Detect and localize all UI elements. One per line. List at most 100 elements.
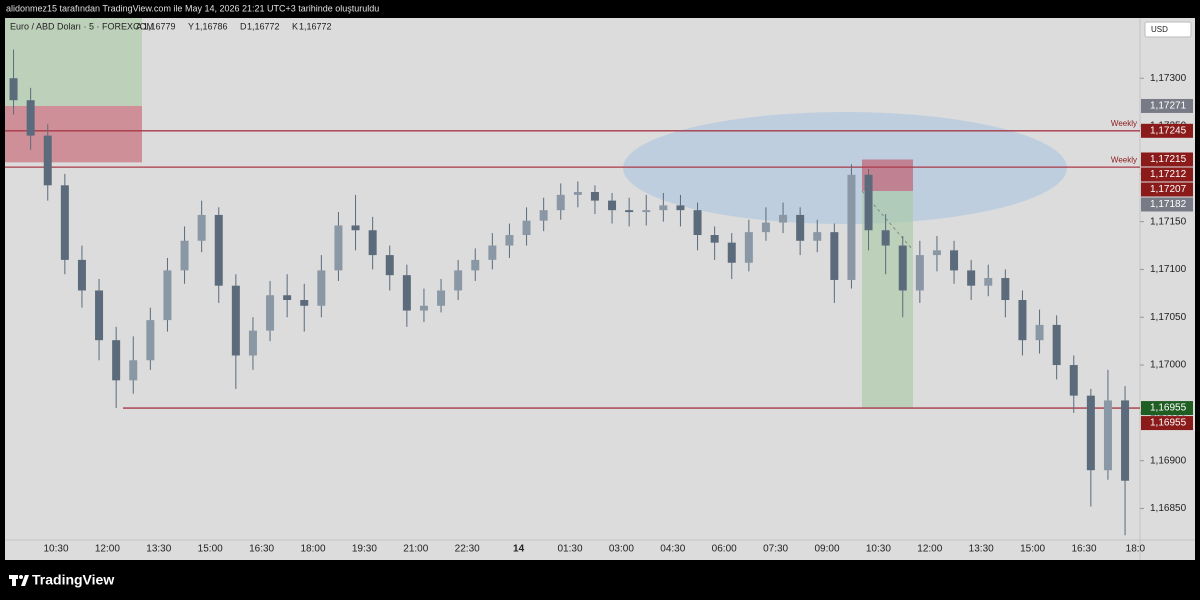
candle-body <box>1086 395 1095 471</box>
candle-body <box>779 214 788 223</box>
price-label-bg <box>1141 98 1193 113</box>
x-tick-label: 15:00 <box>198 544 223 555</box>
candle-body <box>847 174 856 280</box>
price-label: 1,16955 <box>1150 403 1187 414</box>
candle-body <box>505 235 514 246</box>
x-tick-label: 13:30 <box>146 544 171 555</box>
candle-body <box>813 232 822 241</box>
ohlc-key: D <box>240 21 247 31</box>
candle-body <box>197 214 206 241</box>
y-tick-label: 1,16850 <box>1150 503 1187 514</box>
caption: alidonmez15 tarafından TradingView.com i… <box>6 3 379 13</box>
level-label: Weekly <box>1111 155 1137 164</box>
x-tick-label: 18:00 <box>300 544 325 555</box>
candle-body <box>676 205 685 211</box>
candle-body <box>488 245 497 260</box>
candle-body <box>522 220 531 236</box>
level-label: Weekly <box>1111 119 1137 128</box>
candle-body <box>864 174 873 231</box>
price-label-bg <box>1141 197 1193 212</box>
price-label-bg <box>1141 123 1193 138</box>
x-tick-label: 07:30 <box>763 544 788 555</box>
price-label: 1,17207 <box>1150 184 1187 195</box>
chart-area <box>5 18 1195 560</box>
symbol-title: Euro / ABD Doları · 5 · FOREXCOM <box>10 21 154 31</box>
candle-body <box>539 210 548 221</box>
y-tick-label: 1,17050 <box>1150 312 1187 323</box>
candle-body <box>231 285 240 356</box>
zone-red <box>5 105 142 163</box>
x-tick-label: 04:30 <box>660 544 685 555</box>
ohlc-value: 1,16779 <box>143 21 176 31</box>
candle-body <box>556 194 565 211</box>
candle-body <box>984 278 993 286</box>
currency-box[interactable] <box>1144 21 1192 38</box>
candle-body <box>283 295 292 301</box>
candle-body <box>1001 278 1010 301</box>
candle-body <box>351 225 360 231</box>
x-tick-label: 03:00 <box>609 544 634 555</box>
x-tick-label: 12:00 <box>917 544 942 555</box>
candle-body <box>26 100 35 136</box>
ohlc-value: 1,16786 <box>195 21 228 31</box>
candle-body <box>1035 324 1044 341</box>
candle-body <box>950 250 959 271</box>
x-tick-label: 16:30 <box>249 544 274 555</box>
logo-part <box>21 575 29 586</box>
x-tick-label: 19:30 <box>352 544 377 555</box>
candle-body <box>317 270 326 306</box>
candle-body <box>915 255 924 291</box>
candle-body <box>9 78 18 101</box>
price-label-bg <box>1141 401 1193 416</box>
currency: USD <box>1151 25 1168 34</box>
price-label: 1,17212 <box>1150 169 1187 180</box>
y-tick-label: 1,17000 <box>1150 360 1187 371</box>
brand: TradingView <box>32 572 114 588</box>
x-tick-label: 15:00 <box>1020 544 1045 555</box>
candle-body <box>248 330 257 356</box>
price-label-bg <box>1141 182 1193 197</box>
x-tick-label: 10:30 <box>866 544 891 555</box>
price-label: 1,17182 <box>1150 199 1187 210</box>
y-tick-label: 1,17100 <box>1150 264 1187 275</box>
candle-body <box>334 225 343 271</box>
candle-body <box>266 295 275 331</box>
logo-part <box>19 575 23 579</box>
x-tick-label: 01:30 <box>557 544 582 555</box>
candle-body <box>1018 300 1027 341</box>
candle-body <box>60 185 69 260</box>
candle-body <box>385 255 394 276</box>
candle-body <box>642 210 651 213</box>
x-tick-label: 09:00 <box>814 544 839 555</box>
ohlc-key: A <box>136 21 142 31</box>
candle-body <box>180 240 189 271</box>
x-tick-label: 13:30 <box>969 544 994 555</box>
candle-body <box>881 230 890 246</box>
candle-body <box>77 259 86 291</box>
x-tick-label: 12:00 <box>95 544 120 555</box>
candle-body <box>1069 365 1078 396</box>
candle-body <box>1121 400 1130 481</box>
candle-body <box>830 232 839 280</box>
x-tick-label: 06:00 <box>712 544 737 555</box>
logo-part <box>12 575 16 586</box>
candle-body <box>761 222 770 233</box>
candle-body <box>112 340 121 381</box>
candle-body <box>368 230 377 256</box>
candle-body <box>437 290 446 306</box>
candle-body <box>932 250 941 256</box>
candle-body <box>402 275 411 311</box>
candle-body <box>43 135 52 186</box>
candle-body <box>573 192 582 195</box>
candle-body <box>471 259 480 271</box>
candle-body <box>659 205 668 211</box>
x-tick-label: 10:30 <box>43 544 68 555</box>
candle-body <box>1052 324 1061 366</box>
candle-body <box>693 210 702 236</box>
highlight <box>623 112 1067 224</box>
candle-body <box>710 235 719 243</box>
ohlc-key: K <box>292 21 298 31</box>
plot <box>5 18 1140 536</box>
candle-body <box>1103 400 1112 471</box>
